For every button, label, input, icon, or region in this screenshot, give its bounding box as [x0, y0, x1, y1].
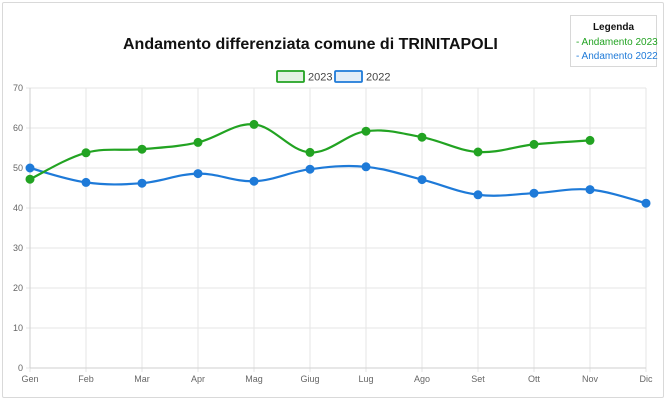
- x-tick-label: Lug: [358, 374, 373, 384]
- chart-title: Andamento differenziata comune di TRINIT…: [123, 36, 498, 53]
- data-point-2023: [585, 135, 595, 145]
- y-tick-label: 30: [13, 243, 23, 253]
- legend-label-2023: 2023: [308, 72, 332, 84]
- data-point-2022: [641, 198, 651, 208]
- data-point-2022: [417, 175, 427, 185]
- data-point-2022: [25, 163, 35, 173]
- data-point-2022: [585, 185, 595, 195]
- x-tick-label: Giug: [300, 374, 319, 384]
- x-tick-label: Gen: [21, 374, 38, 384]
- y-tick-label: 20: [13, 283, 23, 293]
- data-point-2023: [417, 132, 427, 142]
- x-tick-label: Apr: [191, 374, 205, 384]
- y-tick-label: 50: [13, 163, 23, 173]
- data-point-2022: [361, 162, 371, 172]
- data-point-2022: [193, 169, 203, 179]
- data-point-2022: [81, 177, 91, 187]
- series-line-2022: [29, 164, 647, 205]
- data-point-2023: [25, 174, 35, 184]
- y-tick-label: 10: [13, 323, 23, 333]
- legend-box-title: Legenda: [592, 22, 635, 33]
- data-point-2023: [361, 126, 371, 136]
- legend-box-item-2023: - Andamento 2023: [576, 37, 658, 48]
- legend-box: Legenda - Andamento 2023 - Andamento 202…: [570, 15, 658, 67]
- y-tick-label: 70: [13, 83, 23, 93]
- data-point-2023: [473, 147, 483, 157]
- data-point-2022: [529, 188, 539, 198]
- x-tick-label: Ago: [414, 374, 430, 384]
- data-point-2023: [529, 139, 539, 149]
- legend-swatch-2023: [276, 70, 305, 83]
- y-tick-label: 0: [18, 363, 23, 373]
- data-point-2023: [249, 119, 259, 129]
- x-tick-label: Dic: [640, 374, 653, 384]
- x-tick-label: Feb: [78, 374, 94, 384]
- data-point-2022: [473, 190, 483, 200]
- data-point-2022: [249, 176, 259, 186]
- y-tick-label: 60: [13, 123, 23, 133]
- y-tick-label: 40: [13, 203, 23, 213]
- data-point-2023: [81, 148, 91, 158]
- legend-swatch-2022: [334, 70, 363, 83]
- legend-box-item-2022: - Andamento 2022: [576, 51, 658, 62]
- x-tick-label: Mag: [245, 374, 263, 384]
- x-tick-label: Ott: [528, 374, 541, 384]
- data-point-2022: [305, 164, 315, 174]
- x-tick-label: Mar: [134, 374, 150, 384]
- data-point-2023: [305, 147, 315, 157]
- x-tick-label: Set: [471, 374, 485, 384]
- legend-label-2022: 2022: [366, 72, 390, 84]
- data-point-2023: [193, 137, 203, 147]
- data-point-2023: [137, 144, 147, 154]
- data-point-2022: [137, 178, 147, 188]
- x-tick-label: Nov: [582, 374, 599, 384]
